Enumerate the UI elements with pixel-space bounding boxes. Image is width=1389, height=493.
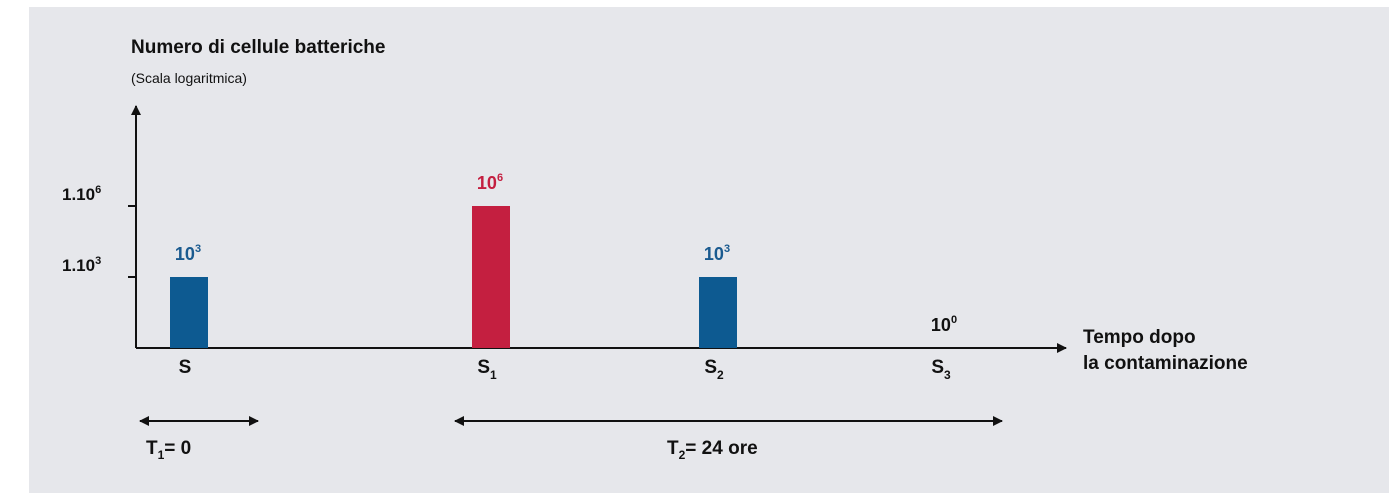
data-label: 103: [704, 243, 730, 264]
x-tick-label: S2: [704, 357, 724, 382]
chart-subtitle: (Scala logaritmica): [131, 70, 247, 86]
bar: [699, 277, 737, 348]
x-axis-label-line-2: la contaminazione: [1083, 353, 1248, 374]
x-axis-label-line-1: Tempo dopo: [1083, 327, 1196, 348]
x-tick-label: S1: [477, 357, 497, 382]
x-tick-label: S: [179, 357, 192, 378]
bar: [170, 277, 208, 348]
y-tick-label: 1.106: [62, 184, 101, 204]
data-label: 103: [175, 243, 201, 264]
chart-title: Numero di cellule batteriche: [131, 37, 385, 58]
period-label: T2= 24 ore: [667, 438, 758, 462]
y-tick-label: 1.103: [62, 255, 101, 275]
x-tick-label: S3: [931, 357, 951, 382]
data-label: 106: [477, 172, 503, 193]
chart-panel: [29, 7, 1389, 493]
period-label: T1= 0: [146, 438, 191, 462]
data-label: 100: [931, 314, 957, 335]
bar: [472, 206, 510, 348]
